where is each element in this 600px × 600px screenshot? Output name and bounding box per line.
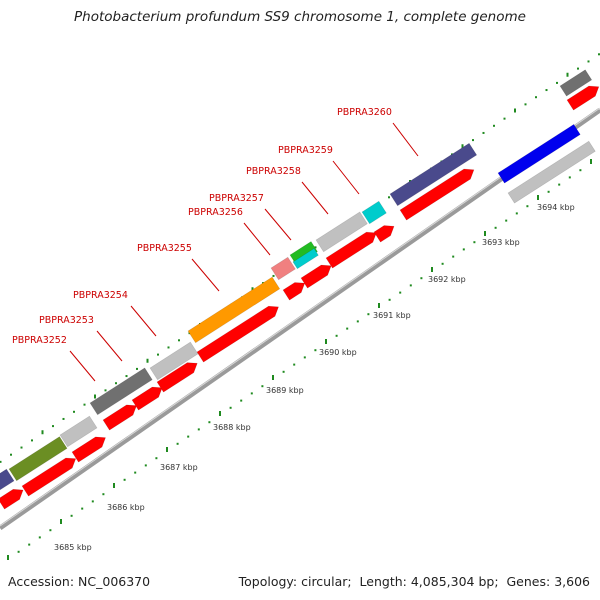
scale-label: 3689 kbp	[266, 386, 304, 395]
leader-line	[392, 122, 419, 157]
feature-block	[8, 436, 68, 482]
upper-feature-track	[0, 69, 596, 491]
cds-arrow	[300, 264, 332, 289]
feature-block	[0, 468, 15, 491]
genes-value: 3,606	[554, 574, 590, 589]
length-label: Length:	[359, 574, 407, 589]
scale-label: 3691 kbp	[373, 311, 411, 320]
accession-value: NC_006370	[78, 574, 151, 589]
map-title: Photobacterium profundum SS9 chromosome …	[74, 9, 526, 25]
accession-label: Accession:	[8, 574, 75, 589]
backbone-highlight	[0, 107, 600, 527]
leader-line	[191, 258, 220, 292]
topology-value: circular	[301, 574, 348, 589]
leader-line	[332, 160, 360, 195]
feature-block	[59, 415, 98, 448]
leader-line	[96, 330, 123, 362]
cds-arrow	[399, 168, 475, 221]
feature-block	[89, 367, 153, 416]
gene-label: PBPRA3255	[137, 243, 192, 254]
scale-label: 3692 kbp	[428, 275, 466, 284]
cds-arrow	[0, 488, 24, 510]
gene-label: PBPRA3259	[278, 145, 333, 156]
feature-block	[389, 142, 478, 207]
leader-line	[264, 208, 292, 241]
cds-arrow	[156, 362, 198, 393]
gene-label: PBPRA3256	[188, 207, 243, 218]
accession-info: Accession: NC_006370	[8, 574, 150, 589]
cds-arrow	[373, 225, 395, 243]
scale-label: 3687 kbp	[160, 463, 198, 472]
scale-label: 3688 kbp	[213, 423, 251, 432]
scale-label-layer: 3685 kbp 3686 kbp 3687 kbp 3688 kbp 3689 kbp…	[54, 203, 575, 552]
cds-arrow	[21, 457, 77, 497]
feature-block	[187, 276, 281, 344]
cds-arrow	[325, 231, 377, 269]
backbone-track	[0, 107, 600, 531]
leader-line	[301, 181, 329, 215]
feature-block	[507, 140, 596, 204]
gene-label: PBPRA3257	[209, 193, 264, 204]
gene-label: PBPRA3260	[337, 107, 392, 118]
feature-block	[559, 69, 593, 97]
scale-label: 3693 kbp	[482, 238, 520, 247]
leader-line	[243, 222, 271, 256]
length-value: 4,085,304 bp	[410, 574, 495, 589]
cds-arrow	[102, 404, 137, 431]
leader-line	[130, 305, 157, 337]
feature-block	[270, 256, 296, 281]
leader-line	[69, 350, 96, 382]
feature-block	[149, 341, 199, 381]
gene-label-layer: PBPRA3252 PBPRA3253 PBPRA3254 PBPRA3255 PBPR…	[12, 107, 392, 346]
cds-arrow	[566, 85, 600, 111]
genes-label: Genes:	[506, 574, 551, 589]
cds-arrow	[71, 436, 106, 463]
feature-block	[292, 248, 319, 270]
label-leader-lines	[69, 122, 419, 382]
cds-arrow	[131, 386, 163, 411]
scale-label: 3694 kbp	[537, 203, 575, 212]
feature-block	[497, 124, 581, 184]
inner-tick-track	[7, 159, 592, 560]
cds-feature-track	[0, 85, 600, 510]
cds-arrow	[282, 282, 306, 301]
scale-label: 3686 kbp	[107, 503, 145, 512]
gene-label: PBPRA3253	[39, 315, 94, 326]
feature-block	[315, 211, 368, 253]
genome-summary: Topology: circular; Length: 4,085,304 bp…	[238, 574, 590, 589]
scale-label: 3690 kbp	[319, 348, 357, 357]
gene-label: PBPRA3258	[246, 166, 301, 177]
scale-label: 3685 kbp	[54, 543, 92, 552]
feature-block	[361, 200, 387, 225]
cds-arrow	[196, 305, 279, 363]
gene-label: PBPRA3254	[73, 290, 128, 301]
backbone-line	[0, 107, 600, 531]
gene-label: PBPRA3252	[12, 335, 67, 346]
topology-label: Topology:	[238, 574, 298, 589]
